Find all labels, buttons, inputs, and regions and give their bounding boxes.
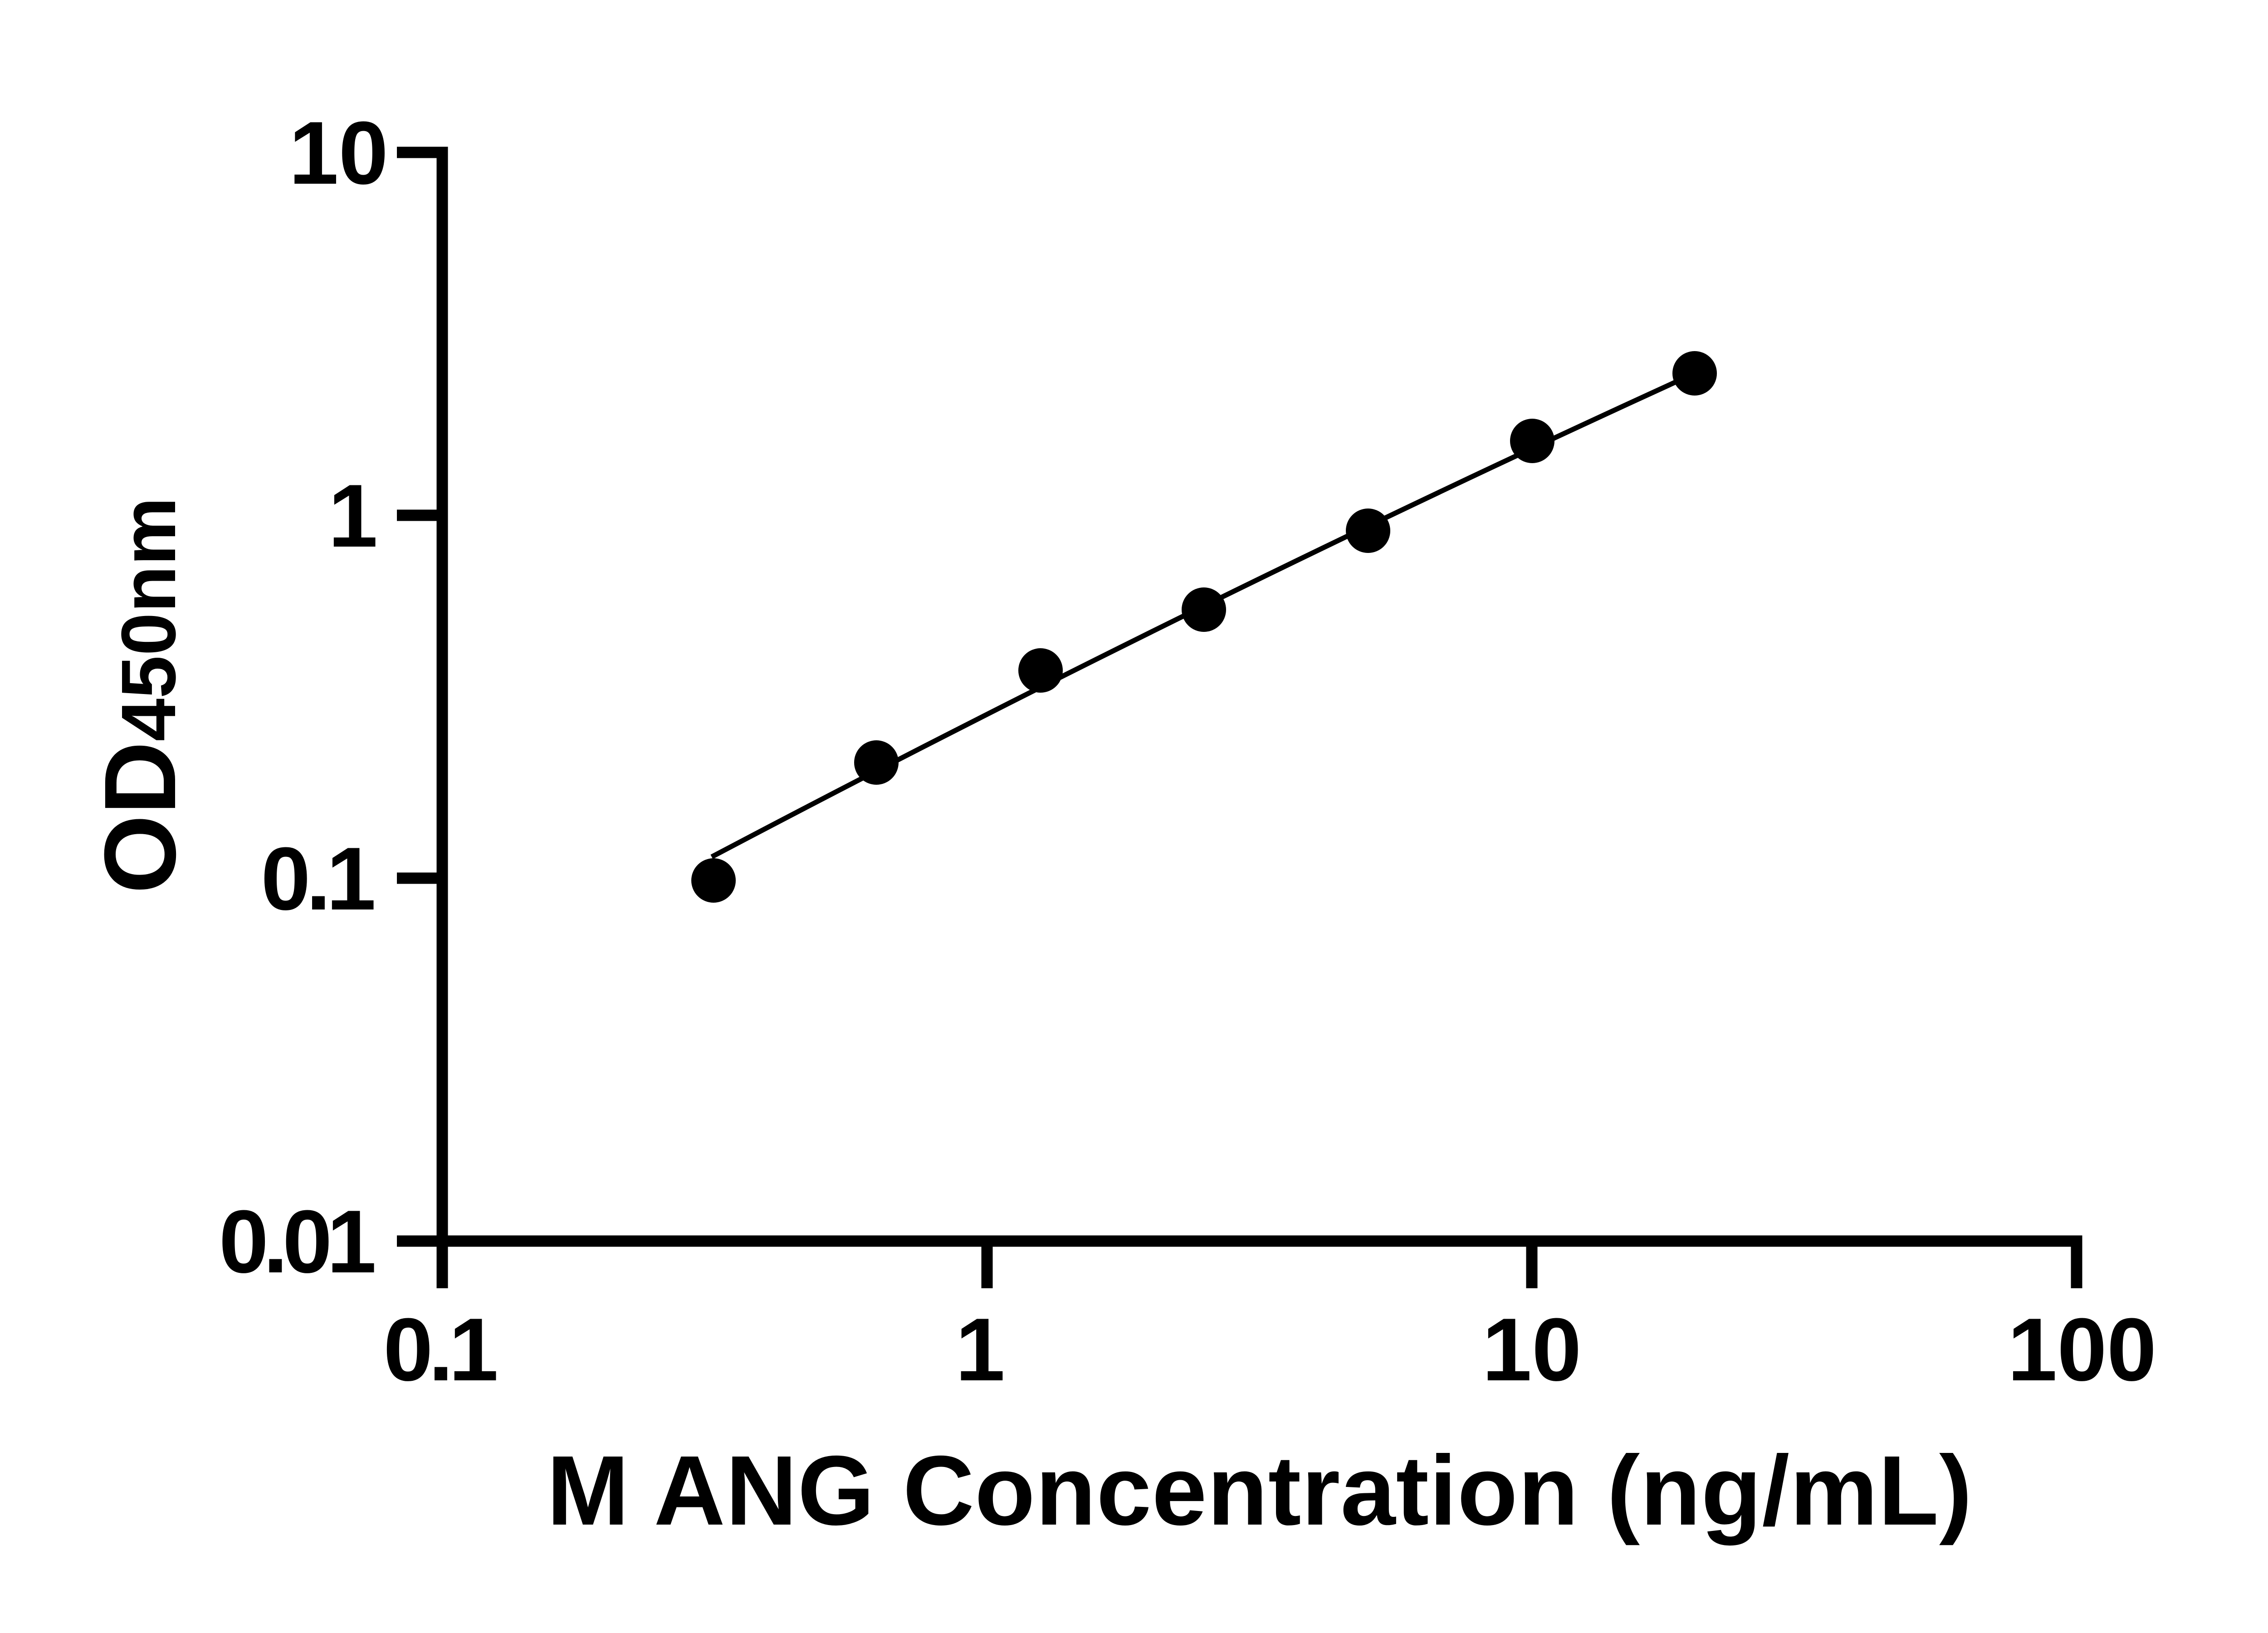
svg-text:1: 1: [328, 466, 378, 566]
svg-text:0.1: 0.1: [261, 829, 374, 929]
svg-text:OD450nm: OD450nm: [83, 497, 197, 894]
svg-text:100: 100: [2008, 1300, 2157, 1399]
svg-text:0.1: 0.1: [383, 1300, 496, 1399]
svg-text:10: 10: [1482, 1300, 1581, 1399]
svg-text:10: 10: [289, 103, 388, 203]
svg-text:M ANG Concentration (ng/mL): M ANG Concentration (ng/mL): [547, 1436, 1972, 1546]
svg-text:1: 1: [955, 1300, 1005, 1399]
svg-text:0.01: 0.01: [219, 1192, 375, 1291]
